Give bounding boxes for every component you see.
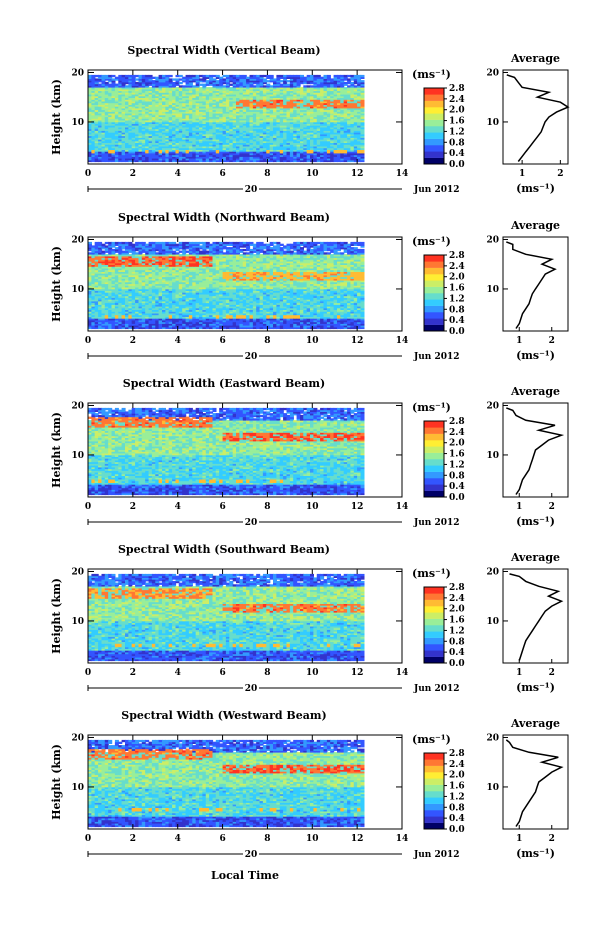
heatmap-cell — [266, 75, 270, 77]
colorbar-segment — [424, 94, 444, 101]
y-tick-label: 10 — [71, 118, 84, 128]
heatmap-cell — [361, 80, 365, 82]
heatmap-cell — [327, 75, 331, 77]
month-year-label: Jun 2012 — [413, 185, 460, 195]
x-tick-label: 0 — [85, 169, 91, 179]
average-x-tick-label: 2 — [557, 169, 563, 179]
colorbar-tick-label: 1.6 — [449, 117, 465, 127]
colorbar-segment — [424, 88, 444, 95]
colorbar-tick-label: 2.4 — [449, 95, 465, 105]
colorbar-segment — [424, 151, 444, 158]
colorbar-segment — [424, 158, 444, 165]
heatmap-cell — [182, 85, 186, 87]
heatmap-cell — [266, 80, 270, 82]
heatmap-cell — [303, 85, 307, 87]
heatmap-cell — [340, 75, 344, 77]
x-tick-label: 12 — [351, 169, 364, 179]
heatmap — [88, 242, 365, 329]
colorbar-segment — [424, 126, 444, 133]
x-tick-label: 6 — [219, 169, 225, 179]
heatmap-cell — [239, 75, 243, 77]
x-tick-label: 14 — [396, 169, 409, 179]
average-x-tick-label: 1 — [519, 169, 525, 179]
heatmap-cell — [132, 244, 136, 246]
colorbar-tick-label: 0.0 — [449, 160, 465, 170]
figure: Spectral Width (Vertical Beam)0 2 4 6 8 10 12 1… — [0, 0, 616, 929]
colorbar-unit-label: (ms⁻¹) — [412, 68, 451, 81]
colorbar-segment — [424, 139, 444, 146]
colorbar-segment — [424, 120, 444, 127]
average-profile-line — [507, 75, 568, 162]
colorbar-tick-label: 2.8 — [449, 84, 465, 94]
x-tick-label: 10 — [306, 169, 319, 179]
panels: Spectral Width (Vertical Beam)0 2 4 6 8 10 12 1… — [50, 44, 568, 860]
heatmap-cell — [169, 75, 173, 77]
heatmap-cell — [361, 75, 365, 77]
colorbar-tick-label: 2.0 — [449, 106, 465, 116]
colorbar-segment — [424, 145, 444, 152]
y-axis-label: Height (km) — [50, 79, 63, 155]
date-label: 20 — [245, 185, 258, 195]
heatmap-cell — [182, 77, 186, 79]
colorbar-tick-label: 0.4 — [449, 149, 465, 159]
panel-title: Spectral Width (Northward Beam) — [118, 211, 330, 224]
heatmap-cell — [152, 80, 156, 82]
heatmap-cell — [202, 84, 206, 86]
colorbar-segment — [424, 107, 444, 114]
heatmap-cell — [219, 77, 223, 79]
average-title: Average — [510, 52, 560, 65]
colorbar-tick-label: 0.8 — [449, 138, 465, 148]
heatmap-cell — [132, 75, 136, 77]
average-y-tick-label: 10 — [486, 118, 499, 128]
colorbar: 0.00.40.81.21.62.02.42.8 — [424, 84, 465, 170]
average-profile: Average 1 2 10 20 (ms⁻¹) — [486, 52, 568, 195]
heatmap-cell — [169, 78, 173, 80]
heatmap-cell — [189, 75, 193, 77]
x-tick-label: 2 — [130, 169, 136, 179]
panel-1: Spectral Width (Northward Beam)0 2 4 6 8 10 12… — [50, 211, 568, 362]
heatmap-cell — [270, 75, 274, 77]
heatmap-cell — [226, 75, 230, 77]
heatmap-cell — [202, 75, 206, 77]
panel-title: Spectral Width (Vertical Beam) — [127, 44, 320, 57]
heatmap — [88, 75, 365, 162]
heatmap-cell — [152, 77, 156, 79]
heatmap-cell — [88, 242, 92, 244]
colorbar-segment — [424, 132, 444, 139]
average-frame — [503, 70, 568, 164]
colorbar-tick-label: 1.2 — [449, 127, 465, 137]
average-y-tick-label: 20 — [486, 68, 499, 78]
heatmap-cell — [145, 75, 149, 77]
heatmap-cell — [145, 244, 149, 246]
colorbar-segment — [424, 113, 444, 120]
y-tick-label: 20 — [71, 68, 84, 78]
heatmap-cell — [266, 84, 270, 86]
colorbar-segment — [424, 101, 444, 108]
panel-0: Spectral Width (Vertical Beam)0 2 4 6 8 10 12 1… — [50, 44, 568, 195]
x-tick-label: 4 — [175, 169, 181, 179]
heatmap-cell — [303, 77, 307, 79]
average-xlabel: (ms⁻¹) — [516, 182, 555, 195]
x-tick-label: 8 — [264, 169, 270, 179]
